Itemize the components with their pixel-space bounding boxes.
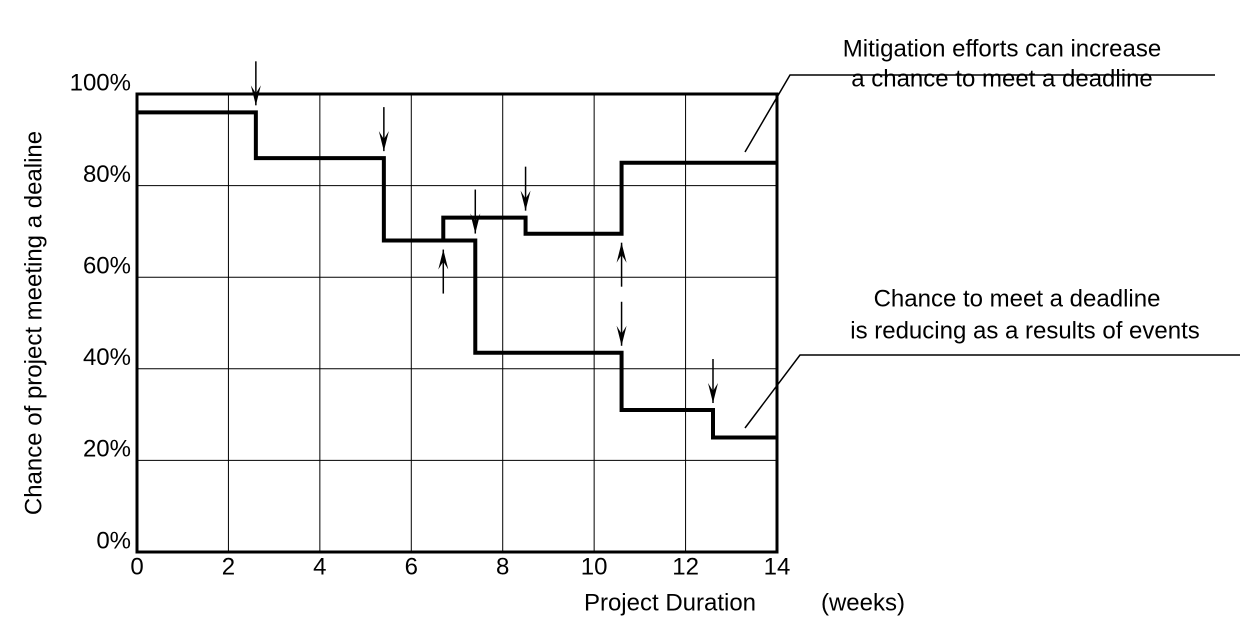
step-line <box>441 160 777 241</box>
x-tick-label: 12 <box>672 553 699 580</box>
y-tick-label: 20% <box>83 436 131 463</box>
arrow-head <box>438 249 449 270</box>
y-tick-label: 0% <box>96 527 131 554</box>
y-axis-label: Chance of project meeting a dealine <box>20 131 47 515</box>
plot-frame <box>135 92 779 554</box>
annotation: Chance to meet a deadline <box>874 285 1161 312</box>
leader-line <box>744 74 1215 153</box>
arrow-head <box>378 131 389 152</box>
x-tick-label: 10 <box>581 553 608 580</box>
x-axis-unit: (weeks) <box>821 589 905 616</box>
y-tick-label: 100% <box>70 69 131 96</box>
arrow-head <box>616 242 627 263</box>
arrow-head <box>520 190 531 211</box>
x-axis-label: Project Duration <box>584 589 756 616</box>
step-line <box>137 110 777 440</box>
annotation: is reducing as a results of events <box>850 317 1200 344</box>
arrow-head <box>708 383 718 404</box>
leader-line <box>744 354 1240 429</box>
arrow-head <box>250 85 261 106</box>
y-tick-label: 60% <box>83 253 131 280</box>
annotation: Mitigation efforts can increase <box>843 35 1161 62</box>
y-tick-label: 40% <box>83 344 131 371</box>
annotation: a chance to meet a deadline <box>851 65 1153 92</box>
x-tick-label: 8 <box>496 553 509 580</box>
x-tick-label: 14 <box>764 553 791 580</box>
x-tick-label: 2 <box>222 553 235 580</box>
x-tick-label: 4 <box>313 553 326 580</box>
x-tick-label: 6 <box>405 553 418 580</box>
y-tick-label: 80% <box>83 161 131 188</box>
x-tick-label: 0 <box>130 553 143 580</box>
arrow-head <box>616 325 627 346</box>
